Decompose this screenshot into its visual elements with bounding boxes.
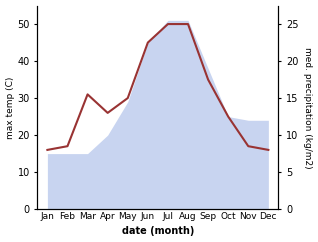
- Y-axis label: med. precipitation (kg/m2): med. precipitation (kg/m2): [303, 46, 313, 168]
- Y-axis label: max temp (C): max temp (C): [5, 76, 15, 138]
- X-axis label: date (month): date (month): [122, 227, 194, 236]
